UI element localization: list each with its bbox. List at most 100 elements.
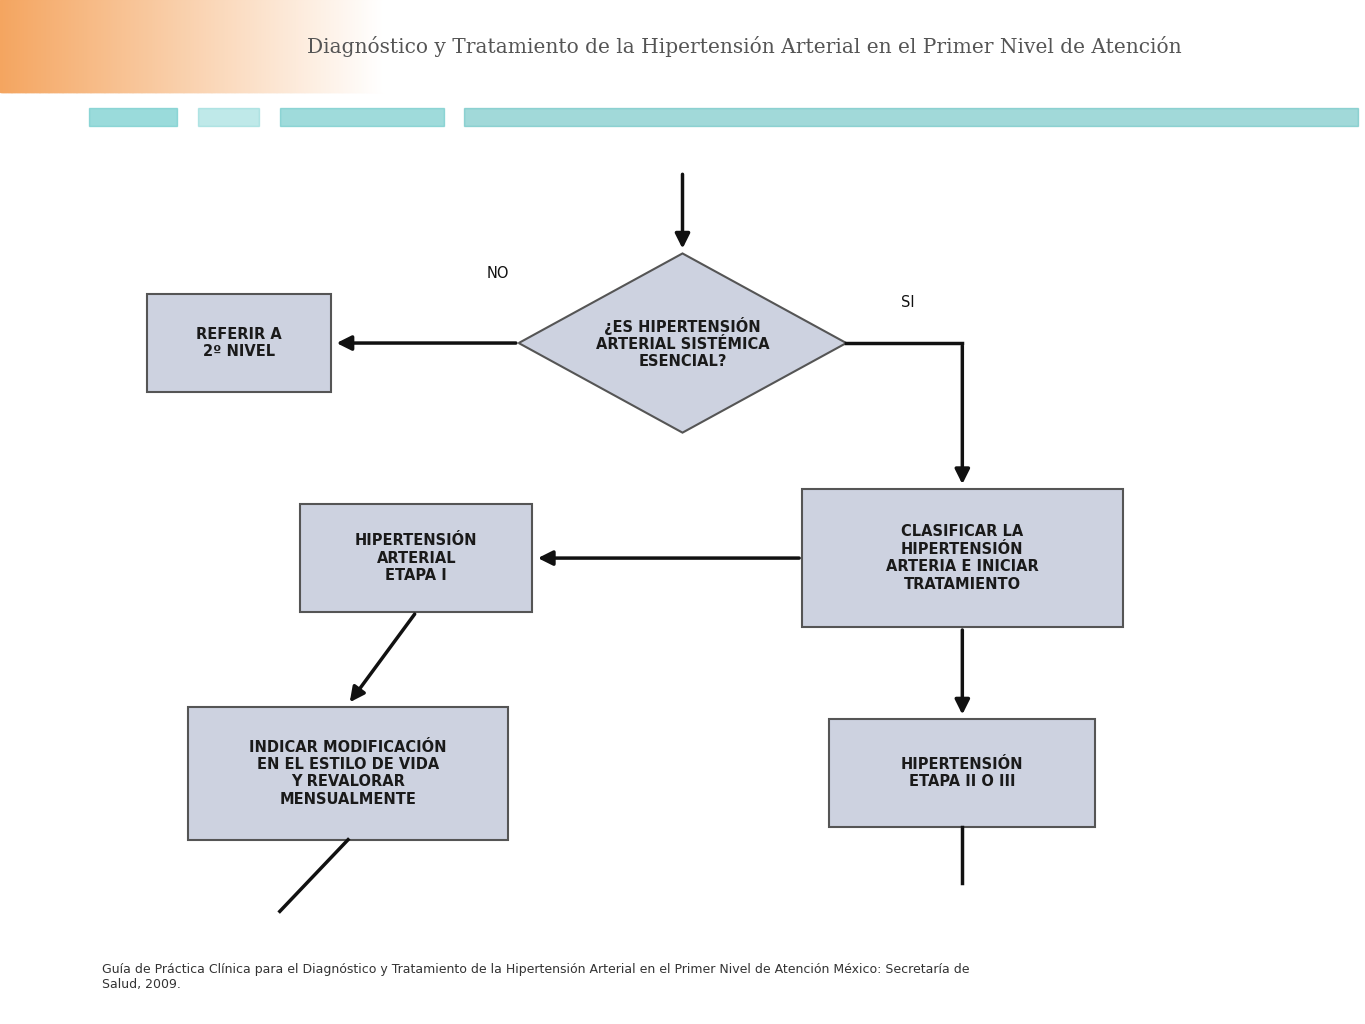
Bar — [184, 0, 187, 92]
Bar — [143, 0, 145, 92]
Bar — [221, 0, 224, 92]
Bar — [182, 0, 183, 92]
Bar — [167, 0, 169, 92]
Bar — [146, 0, 149, 92]
Bar — [247, 0, 250, 92]
FancyBboxPatch shape — [300, 504, 532, 611]
Bar — [333, 0, 336, 92]
Bar — [205, 0, 207, 92]
Bar — [16, 0, 19, 92]
Bar — [332, 0, 334, 92]
Bar — [202, 0, 205, 92]
Bar — [233, 0, 236, 92]
Bar — [375, 0, 378, 92]
Bar — [360, 0, 363, 92]
Bar — [292, 0, 295, 92]
Bar — [244, 0, 247, 92]
Bar — [19, 0, 22, 92]
Bar — [1, 0, 4, 92]
Bar — [180, 0, 183, 92]
Bar — [339, 0, 341, 92]
Bar — [71, 0, 74, 92]
Bar — [165, 0, 168, 92]
FancyBboxPatch shape — [801, 489, 1122, 627]
Bar — [373, 0, 375, 92]
Bar — [336, 0, 339, 92]
Bar — [86, 0, 89, 92]
Text: ¿ES HIPERTENSIÓN
ARTERIAL SISTÉMICA
ESENCIAL?: ¿ES HIPERTENSIÓN ARTERIAL SISTÉMICA ESEN… — [595, 316, 770, 370]
Bar — [83, 0, 86, 92]
Bar — [239, 0, 240, 92]
Bar — [124, 0, 126, 92]
Bar — [102, 0, 105, 92]
Bar — [86, 0, 87, 92]
Bar — [212, 0, 214, 92]
Bar — [56, 0, 59, 92]
Bar — [268, 0, 270, 92]
Bar — [270, 0, 273, 92]
Bar — [278, 0, 281, 92]
Bar — [218, 0, 221, 92]
Bar — [232, 0, 235, 92]
Text: NO: NO — [487, 266, 509, 281]
Bar — [308, 0, 311, 92]
Bar — [127, 0, 130, 92]
Bar — [14, 0, 16, 92]
Bar — [63, 0, 66, 92]
Bar — [154, 0, 157, 92]
Bar — [224, 0, 227, 92]
Bar — [33, 0, 35, 92]
Bar — [11, 0, 14, 92]
Bar — [373, 0, 374, 92]
Bar — [207, 0, 210, 92]
Bar — [152, 0, 154, 92]
Bar — [187, 0, 190, 92]
Bar — [87, 0, 90, 92]
Bar — [64, 0, 67, 92]
Bar — [93, 0, 96, 92]
Bar — [157, 0, 160, 92]
Bar — [209, 0, 212, 92]
Bar — [242, 0, 244, 92]
Bar — [248, 0, 251, 92]
Bar — [261, 0, 263, 92]
Bar — [105, 0, 106, 92]
Bar — [134, 0, 136, 92]
Bar — [285, 0, 288, 92]
Bar — [115, 0, 117, 92]
Bar — [364, 0, 367, 92]
Bar — [76, 0, 79, 92]
Bar — [192, 0, 195, 92]
Bar — [82, 0, 85, 92]
Bar — [371, 0, 374, 92]
Bar — [246, 0, 248, 92]
Bar — [116, 0, 119, 92]
Bar — [89, 0, 91, 92]
Bar — [345, 0, 348, 92]
FancyBboxPatch shape — [829, 719, 1095, 827]
Bar — [194, 0, 197, 92]
Bar — [10, 0, 12, 92]
Bar — [300, 0, 303, 92]
Bar — [296, 0, 298, 92]
Bar — [139, 0, 142, 92]
Bar — [136, 0, 139, 92]
Bar — [317, 0, 319, 92]
Bar — [104, 0, 106, 92]
Bar — [128, 0, 131, 92]
Bar — [37, 0, 40, 92]
Bar — [119, 0, 121, 92]
Bar — [330, 0, 333, 92]
Bar — [30, 0, 33, 92]
Bar — [31, 0, 34, 92]
Bar — [158, 0, 161, 92]
Bar — [25, 0, 27, 92]
Bar — [46, 0, 49, 92]
Bar — [172, 0, 175, 92]
Bar — [112, 0, 115, 92]
Bar — [201, 0, 202, 92]
Bar — [23, 0, 26, 92]
Bar — [41, 0, 44, 92]
Bar — [334, 0, 337, 92]
Text: Diagnóstico y Tratamiento de la Hipertensión Arterial en el Primer Nivel de Aten: Diagnóstico y Tratamiento de la Hiperten… — [307, 36, 1181, 56]
